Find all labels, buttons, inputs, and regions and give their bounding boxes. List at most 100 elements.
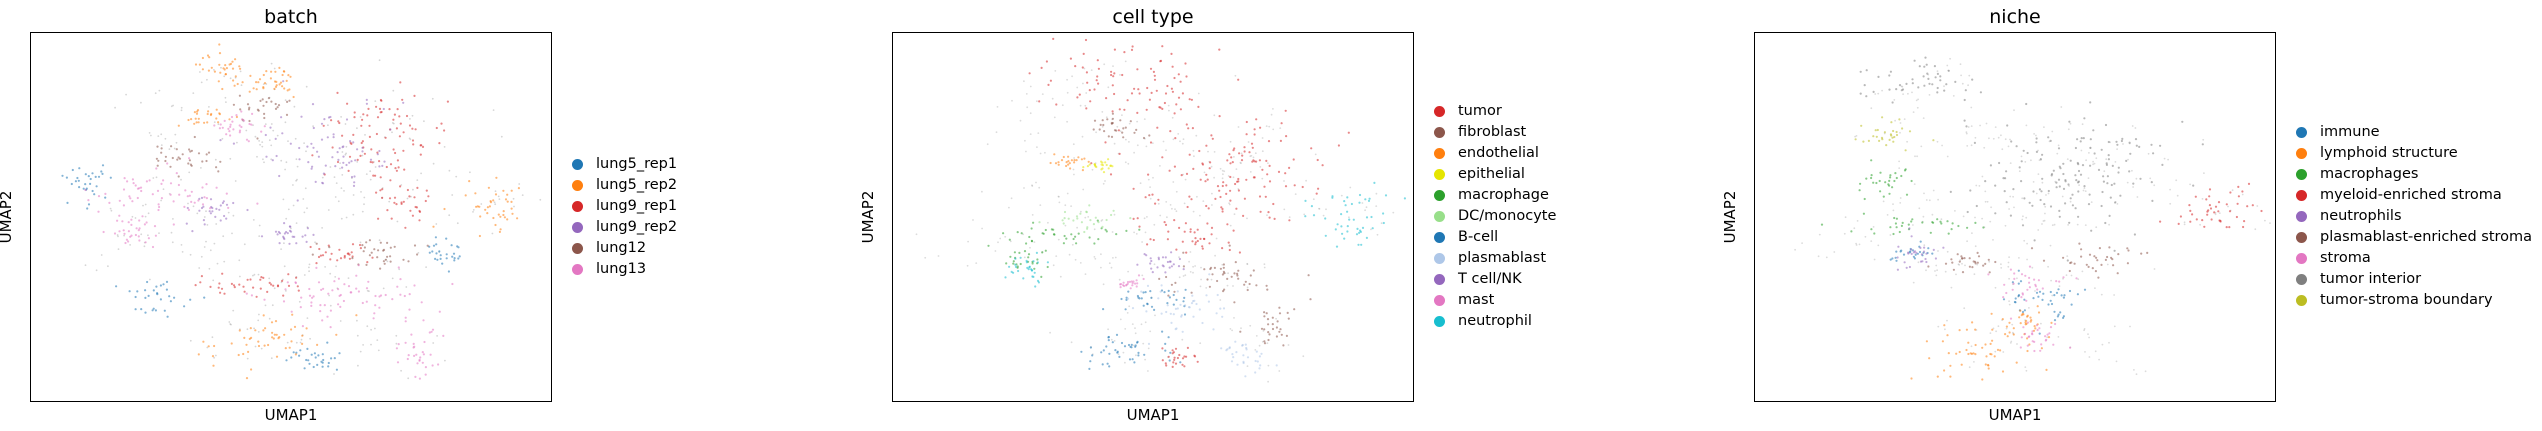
legend-entry: fibroblast (1434, 122, 1556, 143)
legend-marker (1434, 232, 1445, 243)
legend-marker (2296, 211, 2307, 222)
legend-label: endothelial (1458, 145, 1539, 161)
legend-entry: lung13 (572, 259, 677, 280)
legend-marker (1434, 127, 1445, 138)
legend-label: B-cell (1458, 229, 1499, 245)
legend-entry: tumor interior (2296, 269, 2532, 290)
legend-label: macrophage (1458, 187, 1549, 203)
legend-entry: T cell/NK (1434, 269, 1556, 290)
series-points (185, 80, 405, 245)
scatter-plot (1794, 56, 2271, 381)
legend: lung5_rep1 lung5_rep2 lung9_rep1 lung9_rep2… (572, 154, 677, 280)
legend-label: plasmablast (1458, 250, 1547, 266)
series-points (1004, 181, 1406, 288)
legend-entry: epithelial (1434, 164, 1556, 185)
legend-marker (2296, 232, 2307, 243)
series-points (1127, 273, 1278, 378)
series-points (155, 94, 429, 270)
legend-entry: tumor (1434, 101, 1556, 122)
series-points (1119, 274, 1145, 290)
legend-marker (1434, 190, 1445, 201)
legend-entry: lung9_rep2 (572, 217, 677, 238)
legend-entry: mast (1434, 290, 1556, 311)
legend-marker (572, 201, 583, 212)
legend-label: lung5_rep2 (596, 177, 678, 193)
background-points (84, 59, 542, 380)
y-axis-label: UMAP2 (0, 190, 15, 244)
legend-marker (572, 222, 583, 233)
legend-entry: lung5_rep2 (572, 175, 677, 196)
background-points (1794, 57, 2271, 376)
legend-marker (1434, 274, 1445, 285)
background-points (915, 60, 1395, 383)
legend-entry: lung12 (572, 238, 677, 259)
legend-entry: immune (2296, 122, 2532, 143)
chart-title: niche (1989, 6, 2041, 28)
series-points (1038, 204, 1132, 234)
series-points (2159, 182, 2263, 229)
legend-marker (2296, 253, 2307, 264)
legend-label: tumor (1458, 103, 1502, 119)
legend-entry: endothelial (1434, 143, 1556, 164)
series-points (177, 43, 520, 380)
series-points (1082, 158, 1114, 174)
legend-label: epithelial (1458, 166, 1525, 182)
series-points (1049, 153, 1090, 172)
legend-entry: myeloid-enriched stroma (2296, 185, 2532, 206)
legend-entry: macrophages (2296, 164, 2532, 185)
plot-area (1754, 32, 2276, 402)
plot-area (30, 32, 552, 402)
series-points (1859, 56, 2204, 262)
series-points (1854, 116, 1935, 152)
legend-marker (1434, 106, 1445, 117)
legend-marker (1434, 316, 1445, 327)
series-points (1092, 112, 1312, 347)
legend-entry: stroma (2296, 248, 2532, 269)
legend-label: neutrophil (1458, 313, 1532, 329)
legend-marker (572, 264, 583, 275)
legend-label: lung9_rep1 (596, 198, 678, 214)
series-points (1896, 227, 1945, 271)
legend-marker (1434, 295, 1445, 306)
legend-label: immune (2320, 124, 2380, 140)
legend-label: tumor-stroma boundary (2320, 292, 2493, 308)
legend-marker (572, 180, 583, 191)
series-points (1987, 265, 2078, 353)
legend-marker (2296, 169, 2307, 180)
series-points (84, 110, 454, 380)
series-points (194, 81, 449, 298)
legend-label: fibroblast (1458, 124, 1527, 140)
legend-label: plasmablast-enriched stroma (2320, 229, 2533, 245)
legend-entry: neutrophil (1434, 311, 1556, 332)
legend: immune lymphoid structure macrophages myelo… (2296, 122, 2532, 311)
legend-label: lung13 (596, 261, 647, 277)
legend-marker (1434, 211, 1445, 222)
chart-title: cell type (1112, 6, 1194, 28)
legend-entry: lung5_rep1 (572, 154, 677, 175)
series-points (1136, 251, 1185, 274)
scatter-plot (61, 43, 542, 380)
y-axis-label: UMAP2 (1721, 190, 1739, 244)
x-axis-label: UMAP1 (1988, 406, 2042, 424)
legend-entry: plasmablast-enriched stroma (2296, 227, 2532, 248)
x-axis-label: UMAP1 (264, 406, 318, 424)
legend-entry: neutrophils (2296, 206, 2532, 227)
legend-label: T cell/NK (1458, 271, 1522, 287)
series-points (1080, 288, 1187, 370)
series-points (1889, 240, 2087, 335)
legend-label: macrophages (2320, 166, 2419, 182)
legend-marker (572, 243, 583, 254)
legend-marker (2296, 190, 2307, 201)
legend-entry: DC/monocyte (1434, 206, 1556, 227)
series-points (987, 219, 1141, 278)
legend-entry: macrophage (1434, 185, 1556, 206)
legend-label: mast (1458, 292, 1495, 308)
legend-marker (2296, 127, 2307, 138)
series-points (1028, 37, 1350, 368)
legend: tumor fibroblast endothelial epithelial macr… (1434, 101, 1556, 332)
legend-label: stroma (2320, 250, 2371, 266)
legend-marker (2296, 148, 2307, 159)
legend-marker (572, 159, 583, 170)
legend-entry: plasmablast (1434, 248, 1556, 269)
y-axis-label: UMAP2 (859, 190, 877, 244)
